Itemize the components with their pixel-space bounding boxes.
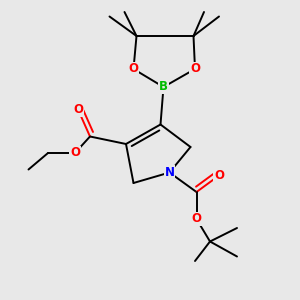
Text: O: O xyxy=(191,212,202,226)
Text: O: O xyxy=(190,62,200,76)
Text: O: O xyxy=(214,169,224,182)
Text: O: O xyxy=(73,103,83,116)
Text: N: N xyxy=(164,166,175,179)
Text: O: O xyxy=(70,146,80,160)
Text: O: O xyxy=(128,62,139,76)
Text: B: B xyxy=(159,80,168,94)
